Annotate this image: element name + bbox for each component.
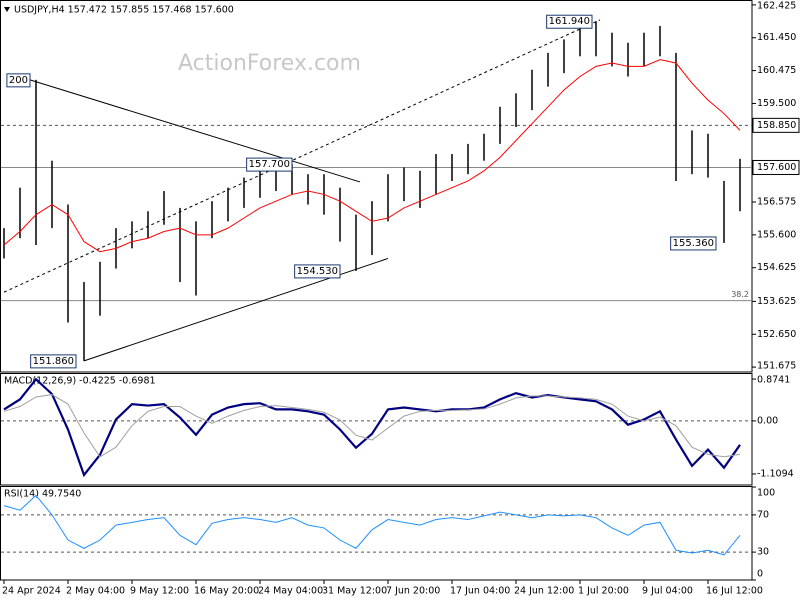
price-annotation: 161.940	[549, 16, 590, 27]
y-tick-label: 100	[757, 488, 775, 499]
x-tick-label: 24 May 04:00	[258, 586, 323, 597]
price-annotation: 200	[9, 75, 28, 86]
price-annotation: 155.360	[673, 238, 714, 249]
y-tick-label: 0.8741	[757, 375, 790, 386]
x-tick-label: 16 May 20:00	[194, 586, 259, 597]
level-label-box	[752, 159, 800, 175]
x-tick-label: 2 May 04:00	[66, 586, 125, 597]
y-tick-label: 161.450	[757, 32, 796, 43]
series-line	[3, 394, 741, 458]
watermark: ActionForex.com	[178, 51, 361, 76]
x-tick-label: 1 Jul 20:00	[578, 586, 629, 597]
level-label: 157.600	[757, 162, 796, 173]
level-label: 158.850	[757, 120, 796, 131]
x-tick-label: 24 Jun 12:00	[514, 586, 574, 597]
y-tick-label: 154.625	[757, 262, 796, 273]
level-label-box	[752, 117, 800, 133]
annotation-box	[30, 354, 77, 369]
macd-panel	[0, 373, 753, 486]
x-tick-label: 24 Apr 2024	[2, 586, 61, 597]
x-tick-label: 17 Jun 04:00	[450, 586, 510, 597]
annotation-box	[294, 264, 341, 279]
macd-title: MACD(12,26,9) -0.4225 -0.6981	[4, 376, 156, 387]
y-tick-label: 160.475	[757, 65, 796, 76]
y-tick-label: 156.575	[757, 197, 796, 208]
annotation-box	[670, 236, 717, 251]
annotation-box	[546, 14, 593, 29]
rsi-panel	[0, 486, 753, 581]
x-tick-label: 9 Jul 04:00	[642, 586, 693, 597]
chart-title: USDJPY,H4 157.472 157.855 157.468 157.60…	[14, 5, 234, 16]
y-tick-label: 0.00	[757, 415, 778, 426]
x-tick-label: 31 May 12:00	[322, 586, 387, 597]
annotation-box	[6, 73, 31, 88]
y-tick-label: 152.650	[757, 329, 796, 340]
series-line	[3, 377, 741, 478]
menu-arrow	[4, 7, 10, 12]
price-annotation: 151.860	[33, 356, 74, 367]
y-tick-label: 0	[757, 569, 763, 580]
trend-line	[3, 19, 601, 293]
y-tick-label: -1.1094	[757, 468, 794, 479]
x-tick-label: 7 Jun 20:00	[386, 586, 440, 597]
y-tick-label: 30	[757, 547, 769, 558]
y-tick-label: 151.675	[757, 361, 796, 372]
x-tick-label: 9 May 12:00	[130, 586, 189, 597]
y-tick-label: 159.500	[757, 98, 796, 109]
rsi-title: RSI(14) 49.7540	[4, 489, 81, 500]
annotation-box	[246, 157, 293, 172]
y-tick-label: 153.625	[757, 296, 796, 307]
price-annotation: 154.530	[297, 266, 338, 277]
y-tick-label: 162.425	[757, 1, 796, 12]
y-tick-label: 70	[757, 509, 769, 520]
x-tick-label: 16 Jul 12:00	[706, 586, 763, 597]
series-line	[3, 59, 741, 253]
trend-line	[29, 79, 361, 183]
level-label: 38.2	[731, 290, 749, 299]
price-annotation: 157.700	[249, 159, 290, 170]
series-line	[3, 494, 741, 556]
price-panel	[0, 0, 753, 373]
y-tick-label: 155.600	[757, 229, 796, 240]
